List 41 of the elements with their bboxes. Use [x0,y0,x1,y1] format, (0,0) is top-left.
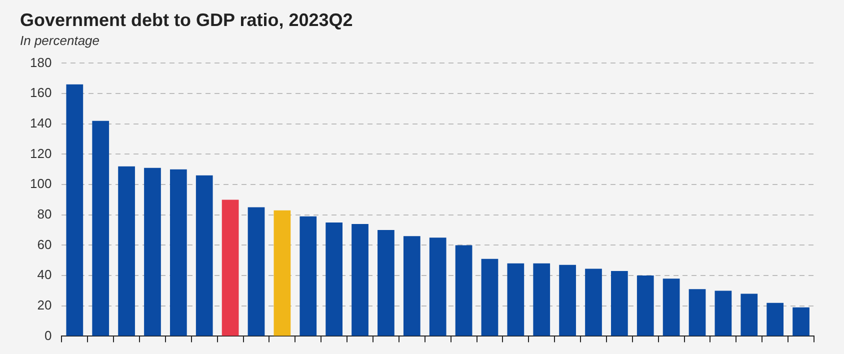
bar [66,84,84,336]
bar [662,278,680,336]
y-tick-label: 20 [37,297,52,312]
bar [403,236,420,336]
bar [766,302,784,336]
chart-subtitle: In percentage [20,33,100,48]
bar [196,175,213,336]
bar [118,166,135,336]
bar [222,200,239,336]
bar [507,263,524,336]
bar [170,169,187,336]
y-tick-label: 140 [30,115,52,130]
chart-title: Government debt to GDP ratio, 2023Q2 [20,10,353,30]
bar [611,270,628,336]
bar [792,307,810,336]
y-tick-label: 160 [30,85,52,100]
bar [585,268,602,336]
bar [714,290,732,336]
bar [636,276,654,336]
bar [740,294,758,336]
bar [248,207,265,336]
bar [455,245,472,336]
bar [352,224,368,336]
bar [92,120,110,336]
y-tick-label: 60 [37,236,52,252]
bar [688,289,706,336]
bar [274,210,291,336]
bar [326,222,343,336]
bar [300,216,317,336]
bar [429,238,446,336]
y-tick-label: 100 [30,176,52,192]
bar [144,168,161,336]
y-tick-label: 40 [37,267,52,282]
y-tick-label: 120 [30,146,52,161]
bar [559,264,576,336]
bar [481,258,498,336]
y-tick-label: 0 [44,328,52,343]
y-tick-label: 80 [37,206,52,222]
bar [378,230,394,336]
y-tick-label: 180 [30,54,52,70]
bar [533,263,550,336]
